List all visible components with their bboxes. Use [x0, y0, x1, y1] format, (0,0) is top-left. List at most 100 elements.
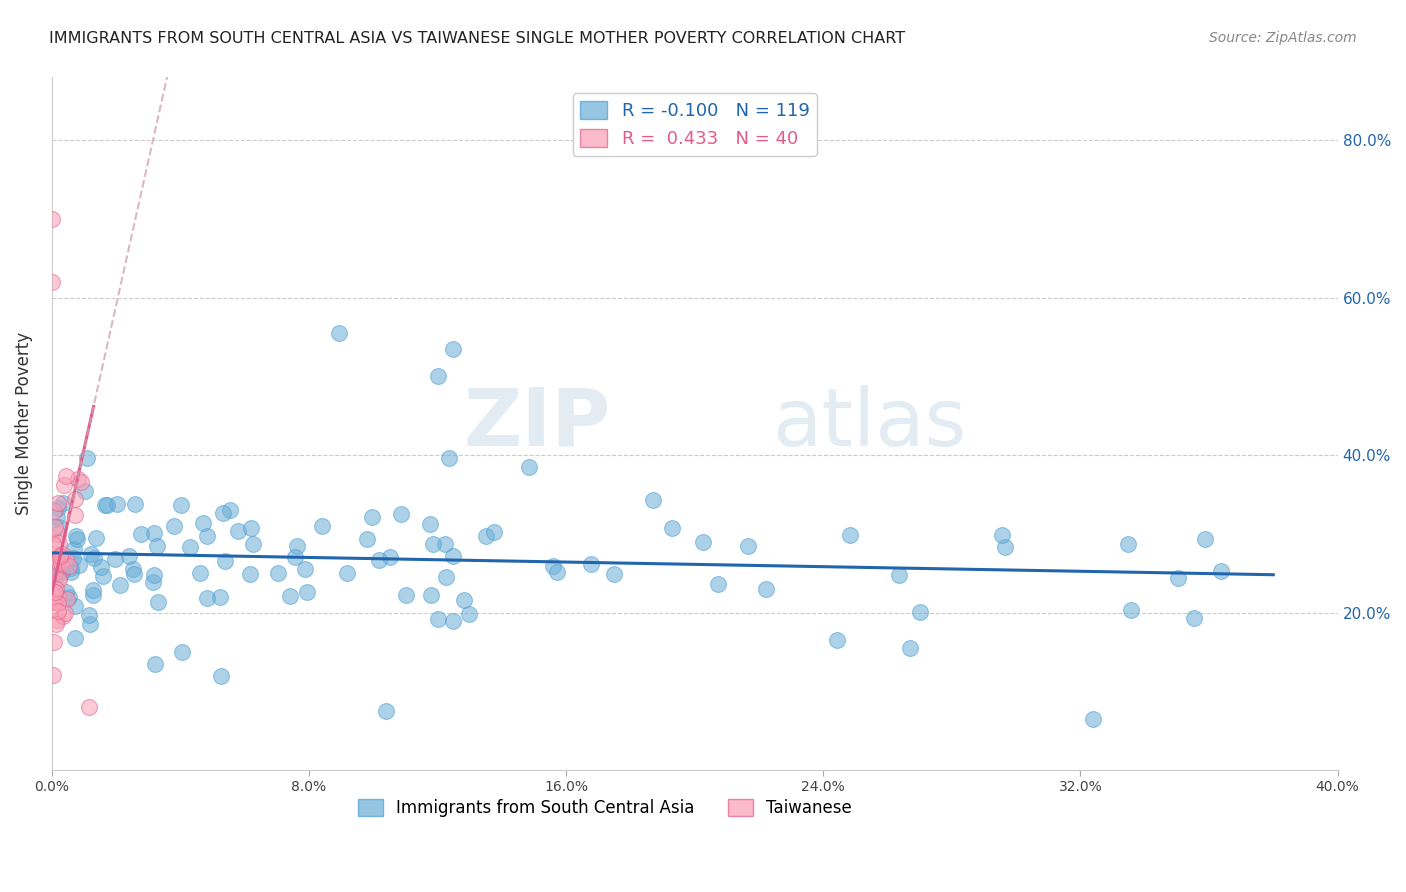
Point: [191, 516, 214, 531]
Point: [46, 509, 69, 524]
Point: [55, 468, 77, 483]
Point: [993, 540, 1015, 554]
Point: [910, 606, 932, 620]
Point: [44, 566, 66, 581]
Point: [242, 536, 264, 550]
Point: [42, 537, 65, 551]
Point: [118, 549, 141, 563]
Point: [603, 566, 626, 581]
Point: [285, 539, 308, 553]
Point: [146, 539, 169, 553]
Point: [63, 508, 86, 523]
Point: [45, 582, 67, 597]
Point: [49, 549, 72, 564]
Point: [579, 558, 602, 572]
Legend: Immigrants from South Central Asia, Taiwanese: Immigrants from South Central Asia, Taiw…: [352, 792, 859, 824]
Point: [1081, 712, 1104, 726]
Point: [52, 496, 75, 510]
Text: ZIP: ZIP: [464, 384, 612, 463]
Point: [46, 496, 69, 510]
Point: [457, 607, 479, 621]
Point: [42, 595, 65, 609]
Point: [143, 567, 166, 582]
Point: [226, 524, 249, 538]
Point: [441, 342, 464, 356]
Point: [96, 498, 118, 512]
Point: [179, 540, 201, 554]
Text: Source: ZipAtlas.com: Source: ZipAtlas.com: [1209, 31, 1357, 45]
Point: [66, 472, 89, 486]
Point: [82, 582, 104, 597]
Point: [53, 477, 76, 491]
Point: [105, 497, 128, 511]
Point: [104, 552, 127, 566]
Point: [91, 568, 114, 582]
Point: [83, 551, 105, 566]
Point: [661, 521, 683, 535]
Point: [90, 559, 112, 574]
Point: [195, 529, 218, 543]
Point: [328, 326, 350, 341]
Point: [122, 562, 145, 576]
Point: [170, 498, 193, 512]
Point: [44, 565, 66, 579]
Point: [188, 566, 211, 580]
Point: [44, 635, 66, 649]
Point: [643, 492, 665, 507]
Point: [755, 582, 778, 597]
Point: [148, 595, 170, 609]
Point: [482, 524, 505, 539]
Point: [517, 460, 540, 475]
Point: [311, 519, 333, 533]
Point: [46, 613, 69, 627]
Point: [46, 567, 69, 582]
Point: [65, 529, 87, 543]
Point: [434, 569, 457, 583]
Point: [209, 668, 232, 682]
Point: [84, 531, 107, 545]
Point: [474, 529, 496, 543]
Point: [63, 542, 86, 557]
Point: [219, 503, 242, 517]
Point: [214, 554, 236, 568]
Point: [41, 667, 63, 681]
Point: [79, 547, 101, 561]
Point: [295, 585, 318, 599]
Point: [707, 577, 730, 591]
Point: [195, 591, 218, 606]
Point: [48, 536, 70, 550]
Point: [142, 575, 165, 590]
Point: [546, 566, 568, 580]
Text: IMMIGRANTS FROM SOUTH CENTRAL ASIA VS TAIWANESE SINGLE MOTHER POVERTY CORRELATIO: IMMIGRANTS FROM SOUTH CENTRAL ASIA VS TA…: [49, 31, 905, 46]
Point: [55, 585, 77, 599]
Point: [1211, 565, 1233, 579]
Point: [63, 631, 86, 645]
Point: [55, 551, 77, 566]
Point: [41, 594, 63, 608]
Point: [420, 589, 443, 603]
Point: [541, 558, 564, 573]
Point: [76, 451, 98, 466]
Point: [143, 526, 166, 541]
Point: [887, 568, 910, 582]
Point: [44, 554, 66, 568]
Point: [1121, 603, 1143, 617]
Point: [93, 498, 115, 512]
Point: [839, 527, 862, 541]
Point: [66, 532, 89, 546]
Point: [267, 566, 290, 581]
Point: [63, 599, 86, 613]
Point: [46, 555, 69, 569]
Point: [439, 450, 461, 465]
Point: [56, 591, 79, 606]
Point: [336, 566, 359, 580]
Point: [163, 518, 186, 533]
Point: [692, 535, 714, 549]
Point: [77, 700, 100, 714]
Point: [62, 551, 84, 566]
Point: [284, 549, 307, 564]
Point: [75, 483, 97, 498]
Point: [82, 589, 104, 603]
Point: [737, 540, 759, 554]
Point: [51, 565, 73, 579]
